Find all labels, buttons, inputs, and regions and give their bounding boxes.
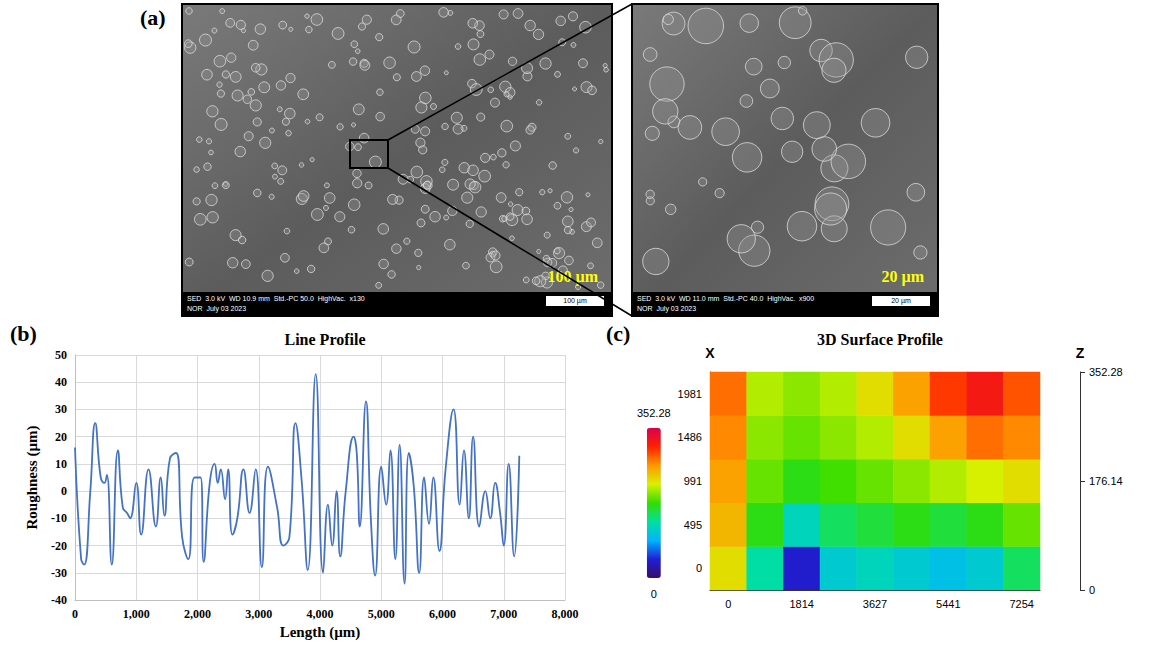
svg-text:NOR July 03 2023: NOR July 03 2023	[637, 305, 696, 313]
svg-text:Z: Z	[1076, 345, 1085, 361]
svg-text:6,000: 6,000	[429, 607, 456, 621]
svg-text:0: 0	[725, 598, 731, 610]
svg-text:Line Profile: Line Profile	[284, 331, 365, 348]
svg-text:1814: 1814	[789, 598, 813, 610]
svg-text:NOR July 03 2023: NOR July 03 2023	[187, 305, 246, 313]
svg-text:40: 40	[55, 375, 67, 389]
svg-text:100 µm: 100 µm	[563, 297, 587, 305]
svg-text:2,000: 2,000	[184, 607, 211, 621]
svg-text:5,000: 5,000	[368, 607, 395, 621]
svg-text:3,000: 3,000	[245, 607, 272, 621]
svg-text:50: 50	[55, 348, 67, 362]
svg-text:495: 495	[684, 519, 702, 531]
svg-text:-30: -30	[51, 566, 67, 580]
svg-text:5441: 5441	[936, 598, 960, 610]
svg-text:100 µm: 100 µm	[547, 267, 598, 285]
svg-text:SED 3.0 kV WD 11.0 mm Std.-: SED 3.0 kV WD 11.0 mm Std.-PC 40.0 HighV…	[637, 295, 814, 303]
svg-text:-20: -20	[51, 539, 67, 553]
svg-text:352.28: 352.28	[637, 407, 671, 419]
svg-text:352.28: 352.28	[1089, 366, 1123, 378]
svg-text:0: 0	[651, 588, 657, 600]
svg-text:SED 3.0 kV WD 10.9 mm Std.-: SED 3.0 kV WD 10.9 mm Std.-PC 50.0 HighV…	[187, 295, 365, 303]
svg-text:(c): (c)	[606, 321, 630, 346]
svg-text:Roughness (µm): Roughness (µm)	[24, 425, 41, 529]
svg-text:20 µm: 20 µm	[891, 297, 911, 305]
svg-text:7,000: 7,000	[490, 607, 517, 621]
svg-text:8,000: 8,000	[552, 607, 579, 621]
svg-text:0: 0	[1089, 584, 1095, 596]
svg-text:1981: 1981	[678, 388, 702, 400]
svg-text:20 µm: 20 µm	[881, 268, 924, 286]
svg-text:(b): (b)	[10, 321, 37, 346]
svg-text:-40: -40	[51, 593, 67, 607]
svg-text:3D Surface Profile: 3D Surface Profile	[817, 331, 943, 348]
svg-text:1486: 1486	[678, 431, 702, 443]
svg-text:Length (µm): Length (µm)	[280, 624, 361, 641]
svg-text:10: 10	[55, 457, 67, 471]
svg-text:20: 20	[55, 430, 67, 444]
svg-text:3627: 3627	[863, 598, 887, 610]
svg-text:30: 30	[55, 402, 67, 416]
svg-text:X: X	[705, 345, 715, 361]
svg-text:0: 0	[61, 484, 67, 498]
svg-text:4,000: 4,000	[307, 607, 334, 621]
svg-text:(a): (a)	[140, 5, 166, 30]
svg-text:0: 0	[696, 562, 702, 574]
svg-text:0: 0	[72, 607, 78, 621]
svg-text:176.14: 176.14	[1089, 475, 1123, 487]
svg-text:7254: 7254	[1009, 598, 1033, 610]
svg-text:-10: -10	[51, 511, 67, 525]
svg-text:1,000: 1,000	[123, 607, 150, 621]
svg-text:991: 991	[684, 475, 702, 487]
